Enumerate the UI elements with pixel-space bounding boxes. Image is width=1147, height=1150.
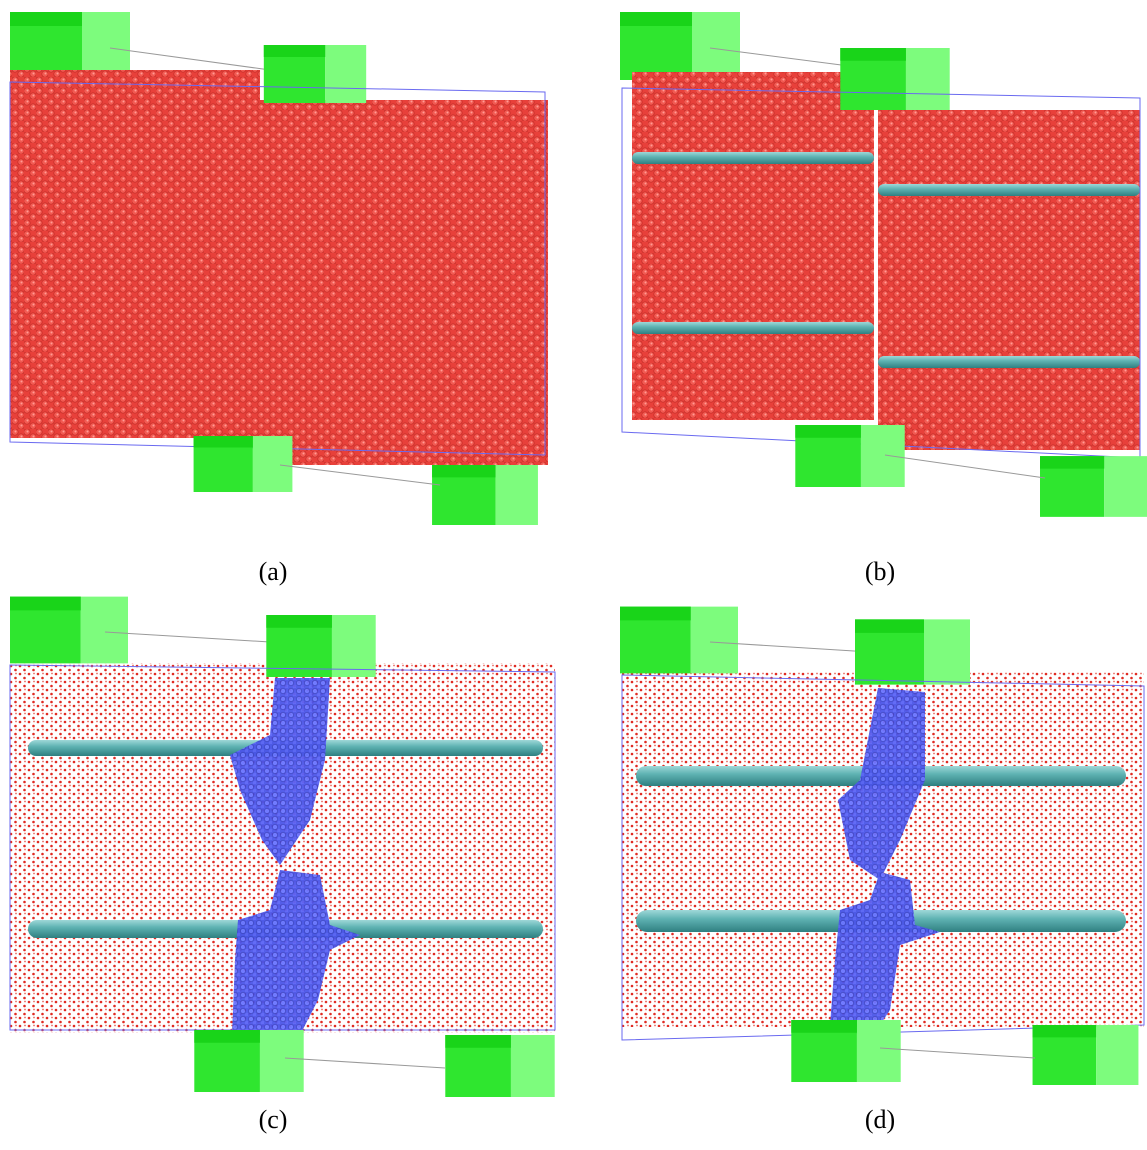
support-block: [795, 425, 904, 487]
wire: [280, 465, 440, 485]
support-block: [620, 12, 740, 80]
rebar: [878, 356, 1140, 368]
specimen-left: [10, 70, 260, 438]
specimen-right: [255, 100, 548, 465]
support-block: [840, 48, 949, 110]
page: (a) (b) (c) (d) (() => { const data = JS…: [0, 0, 1147, 1150]
rebar: [878, 184, 1140, 196]
wire: [285, 1058, 445, 1068]
panel-label: (c): [259, 1105, 288, 1134]
rebar: [632, 152, 874, 164]
support-block: [445, 1035, 554, 1097]
support-block: [194, 436, 293, 492]
rebar: [632, 322, 874, 334]
support-block: [791, 1020, 900, 1082]
support-block: [432, 465, 538, 525]
panel-label: (d): [865, 1105, 895, 1134]
support-block: [620, 607, 738, 674]
panel-label: (b): [865, 557, 895, 586]
wire: [110, 48, 270, 70]
panel-label: (a): [259, 557, 288, 586]
specimen-right: [878, 110, 1140, 450]
support-block: [1040, 456, 1147, 517]
wire: [880, 1048, 1035, 1058]
wire: [885, 455, 1045, 478]
support-block: [1033, 1025, 1139, 1085]
support-block: [264, 45, 366, 103]
wire: [105, 632, 270, 642]
panel-d: [620, 607, 1144, 1085]
specimen-left: [632, 72, 874, 420]
panel-c: [10, 597, 555, 1097]
support-block: [855, 619, 970, 684]
panel-a: [10, 12, 548, 525]
support-block: [10, 597, 128, 664]
panel-b: [620, 12, 1147, 517]
support-block: [266, 615, 375, 677]
support-block: [194, 1030, 303, 1092]
support-block: [10, 12, 130, 80]
figure: (a) (b) (c) (d): [0, 0, 1147, 1150]
